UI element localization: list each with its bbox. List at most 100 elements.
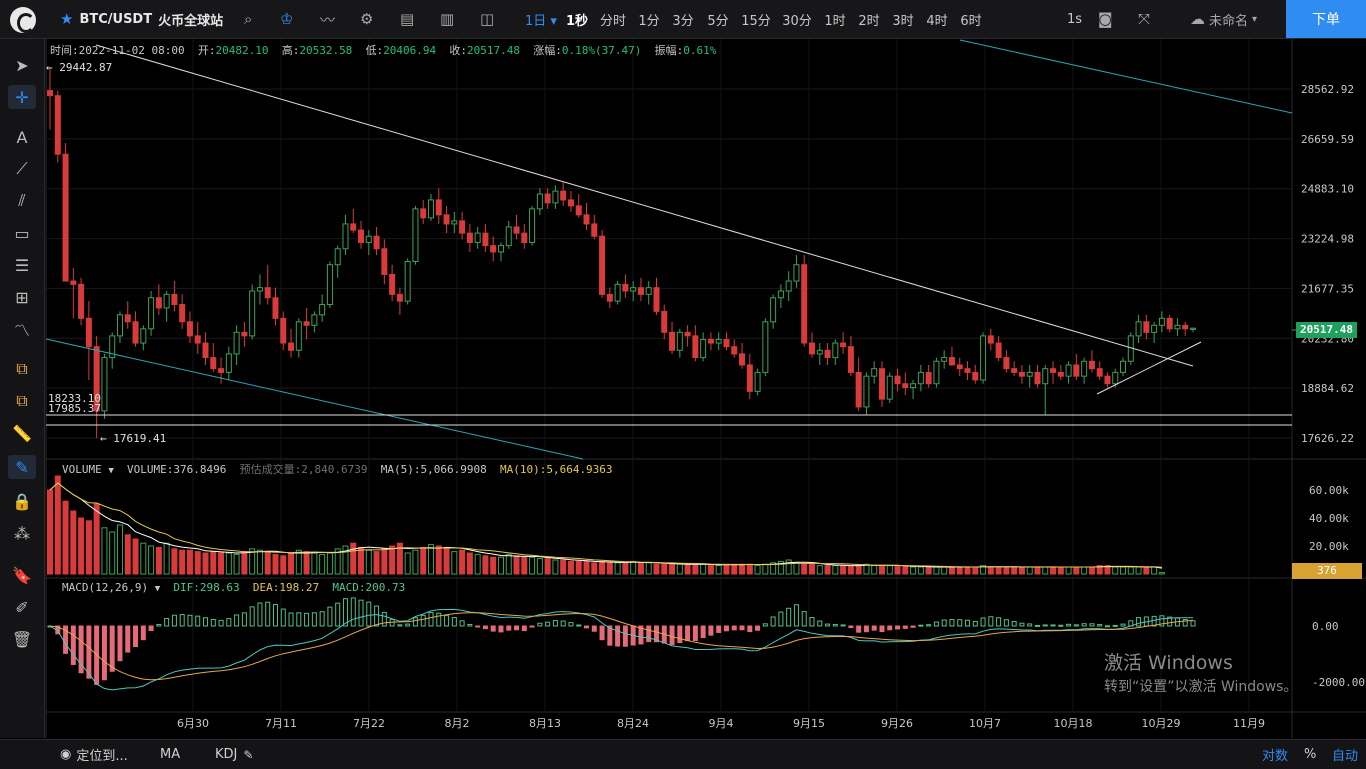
percent-scale-toggle[interactable]: %	[1304, 747, 1317, 762]
macd-histogram-bar	[848, 625, 854, 629]
volume-legend: VOLUME ▼ VOLUME:376.8496 预估成交量:2,840.673…	[62, 461, 613, 477]
timeframe-7[interactable]: 30分	[782, 13, 812, 29]
candle-body	[1166, 317, 1173, 330]
order-button[interactable]: 下单	[1286, 0, 1366, 38]
volume-bar	[1135, 566, 1142, 575]
macd-histogram-bar	[591, 625, 597, 632]
timeframe-8[interactable]: 1时	[824, 13, 846, 29]
macd-dif-line	[49, 608, 1193, 691]
candle-body	[171, 293, 178, 306]
volume-bar	[428, 544, 434, 575]
auto-scale-toggle[interactable]: 自动	[1332, 749, 1359, 764]
macd-histogram-bar	[342, 598, 348, 627]
lock-icon[interactable]: 🔒	[12, 491, 32, 511]
candle-body	[777, 290, 784, 299]
edit-icon[interactable]: ✎	[243, 747, 254, 762]
layout-icon[interactable]: ◫	[480, 10, 495, 28]
bookmark-icon[interactable]: 🔖	[12, 565, 32, 585]
timeframe-0[interactable]: 1日 ▾	[525, 13, 557, 29]
volume-bar	[132, 538, 139, 575]
chevron-down-icon[interactable]: ▼	[154, 584, 161, 594]
date-axis-label: 8月24	[617, 717, 649, 730]
candle-body	[202, 342, 209, 359]
horizontal-lines-icon[interactable]: ☰	[14, 255, 30, 275]
trendline-channel-lower	[45, 338, 584, 460]
timeframe-5[interactable]: 5分	[707, 13, 729, 29]
volume-bar	[396, 542, 403, 575]
volume-bar	[816, 565, 823, 575]
timeframe-9[interactable]: 2时	[858, 13, 880, 29]
kdj-toggle[interactable]: KDJ ✎	[215, 740, 253, 769]
macd-histogram-bar	[1019, 622, 1025, 627]
candle-body	[941, 357, 948, 362]
magnet-icon[interactable]: ⧉	[16, 359, 28, 378]
text-tool-icon[interactable]: A	[16, 127, 28, 147]
candle-body	[739, 353, 746, 366]
macd-histogram-bar	[521, 625, 527, 632]
candle-body	[987, 335, 994, 344]
macd-indicator-name[interactable]: MACD(12,26,9)	[62, 581, 149, 594]
grid-tool-icon[interactable]: ⊞	[15, 287, 29, 307]
star-icon[interactable]: ★	[60, 10, 74, 28]
macd-histogram-bar	[1089, 623, 1095, 627]
ma-toggle[interactable]: MA	[160, 747, 181, 762]
timeframe-3[interactable]: 1分	[638, 13, 660, 29]
interval-label[interactable]: 1s	[1067, 11, 1083, 27]
macd-histogram-bar	[832, 623, 838, 627]
symbol-selector[interactable]: ★ BTC/USDT 火币全球站	[60, 0, 223, 38]
timeframe-10[interactable]: 3时	[892, 13, 914, 29]
trendline-channel-upper	[959, 39, 1293, 114]
timeframe-4[interactable]: 3分	[672, 13, 694, 29]
indicator-icon[interactable]: 〰	[320, 10, 336, 29]
volume-indicator-name[interactable]: VOLUME	[62, 463, 102, 476]
macd-histogram-bar	[825, 623, 831, 627]
candle-body	[1081, 360, 1088, 377]
volume-bar	[497, 556, 504, 575]
rectangle-tool-icon[interactable]: ▭	[14, 223, 30, 243]
volume-bar	[474, 553, 481, 575]
volume-bar	[863, 563, 870, 575]
edit-list-icon[interactable]: ✐	[15, 597, 29, 617]
macd-histogram-bar	[482, 625, 488, 630]
candle-body	[342, 223, 349, 250]
fullscreen-icon[interactable]: ⤧	[1138, 10, 1151, 28]
candle-body	[1065, 364, 1072, 377]
drawing-toolbar: ➤ ✛ A ⟋ ⫽ ▭ ☰ ⊞ 〽 ⧉ ⧉ 📏 ✎ 🔒 ⁂ 🔖 ✐ 🗑	[0, 39, 45, 738]
log-scale-toggle[interactable]: 对数	[1262, 749, 1289, 764]
settings-icon[interactable]: ⚙	[360, 10, 374, 28]
visibility-icon[interactable]: ⁂	[14, 523, 30, 543]
macd-histogram-bar	[1050, 624, 1056, 627]
macd-histogram-bar	[249, 606, 255, 627]
timeframe-2[interactable]: 分时	[599, 13, 626, 29]
timeframe-11[interactable]: 4时	[926, 13, 948, 29]
layout-save-menu[interactable]: ☁ 未命名 ▾	[1190, 0, 1257, 38]
trash-icon[interactable]: 🗑	[11, 629, 33, 649]
macd-histogram-bar	[545, 621, 551, 627]
screenshot-toggle-icon[interactable]: ▤	[400, 10, 415, 28]
chevron-down-icon[interactable]: ▼	[108, 466, 114, 476]
compare-icon[interactable]: ▥	[440, 10, 455, 28]
timeframe-6[interactable]: 15分	[741, 13, 771, 29]
macd-histogram-bar	[1027, 623, 1033, 627]
timeframe-1[interactable]: 1秒	[565, 13, 589, 29]
macd-histogram-bar	[560, 620, 566, 627]
candle-body	[1104, 375, 1111, 385]
fork-tool-icon[interactable]: ⫽	[18, 191, 26, 210]
timeframe-12[interactable]: 6时	[960, 13, 982, 29]
crosshair-icon[interactable]: ✛	[8, 85, 36, 109]
volume-bar	[148, 545, 155, 575]
ruler-icon[interactable]: 📏	[12, 423, 32, 443]
magnet-strong-icon[interactable]: ⧉	[16, 391, 28, 410]
camera-icon[interactable]: ◙	[1098, 10, 1113, 28]
macd-histogram-bar	[949, 619, 955, 627]
candle-body	[186, 321, 193, 337]
pen-tool-icon[interactable]: ✎	[8, 455, 36, 479]
cursor-arrow-icon[interactable]: ➤	[15, 55, 29, 75]
trend-line-icon[interactable]: ⟋	[16, 159, 28, 178]
wave-pattern-icon[interactable]: 〽	[13, 321, 30, 340]
search-icon[interactable]: ⌕	[244, 10, 253, 28]
open-label: 开:	[197, 44, 216, 57]
crown-icon[interactable]: ♔	[280, 10, 294, 28]
locate-button[interactable]: ◉ 定位到...	[60, 740, 128, 769]
